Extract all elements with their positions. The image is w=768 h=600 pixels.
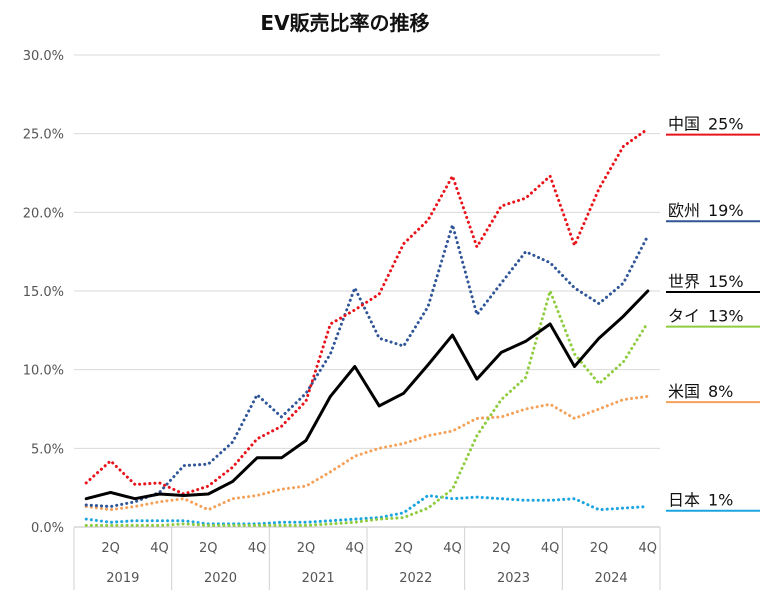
x-tick-label: 2Q: [297, 541, 316, 556]
legend-label: 欧州 19%: [668, 201, 744, 220]
series-line: [84, 127, 650, 496]
x-tick-label: 4Q: [639, 541, 658, 556]
legend: 中国 25% 欧州 19% 世界 15% タイ 13% 米国 8% 日本 1%: [666, 115, 760, 512]
year-label: 2020: [204, 571, 237, 586]
y-tick-label: 30.0%: [23, 49, 64, 64]
y-axis-ticks: 0.0% 5.0% 10.0% 15.0% 20.0% 25.0% 30.0%: [23, 49, 64, 536]
legend-label: 米国 8%: [668, 382, 733, 401]
y-tick-label: 20.0%: [23, 206, 64, 221]
gridlines: [74, 54, 660, 528]
x-tick-label: 2Q: [101, 541, 120, 556]
x-tick-label: 2Q: [199, 541, 218, 556]
legend-item: 中国 25%: [666, 115, 760, 136]
series-line: [84, 223, 650, 508]
legend-label: 世界 15%: [668, 272, 744, 291]
x-tick-label: 4Q: [150, 541, 169, 556]
year-label: 2021: [302, 571, 335, 586]
legend-item: 世界 15%: [666, 272, 760, 293]
series-line: [84, 394, 650, 512]
chart-title: EV販売比率の推移: [260, 11, 429, 35]
x-tick-label: 2Q: [492, 541, 511, 556]
year-label: 2024: [595, 571, 628, 586]
legend-item: 日本 1%: [666, 491, 760, 512]
series-line: [84, 289, 650, 527]
y-tick-label: 25.0%: [23, 128, 64, 143]
legend-item: 米国 8%: [666, 382, 760, 404]
x-tick-label: 4Q: [443, 541, 462, 556]
x-tick-label: 2Q: [590, 541, 609, 556]
x-tick-label: 4Q: [541, 541, 560, 556]
y-tick-label: 15.0%: [23, 285, 64, 300]
year-label: 2022: [399, 571, 432, 586]
y-tick-label: 0.0%: [31, 521, 64, 536]
year-label: 2019: [106, 571, 139, 586]
legend-label: 中国 25%: [668, 115, 744, 134]
y-tick-label: 10.0%: [23, 364, 64, 379]
legend-label: 日本 1%: [668, 491, 733, 510]
series-lines: [84, 127, 650, 527]
x-tick-label: 4Q: [346, 541, 365, 556]
y-tick-label: 5.0%: [31, 442, 64, 457]
x-tick-label: 4Q: [248, 541, 267, 556]
legend-label: タイ 13%: [668, 307, 744, 326]
x-tick-label: 2Q: [394, 541, 413, 556]
legend-item: タイ 13%: [666, 307, 760, 328]
series-line: [84, 289, 650, 501]
legend-item: 欧州 19%: [666, 201, 760, 223]
x-axis: 2Q 4Q 2Q 4Q 2Q 4Q 2Q 4Q 2Q 4Q 2Q 4Q 2019 2020 2021 2022…: [73, 527, 661, 590]
year-label: 2023: [497, 571, 530, 586]
series-line: [84, 494, 650, 526]
